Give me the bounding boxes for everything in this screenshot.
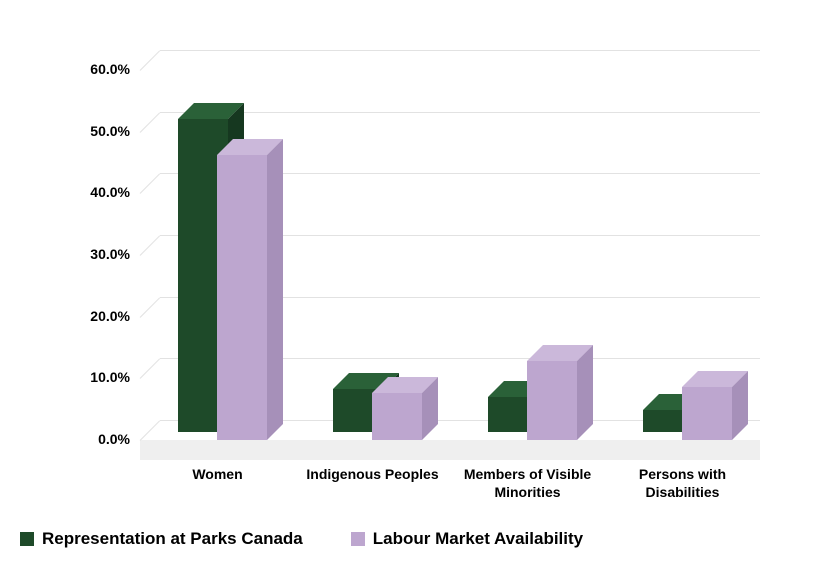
legend-label-series-2: Labour Market Availability — [373, 529, 583, 549]
bar — [527, 361, 577, 440]
gridline-diagonal — [140, 112, 161, 133]
bar-side — [267, 139, 283, 440]
gridline — [160, 50, 760, 51]
gridline-diagonal — [140, 297, 161, 318]
x-category-label: Women — [140, 466, 295, 484]
y-tick-label: 10.0% — [70, 369, 130, 385]
gridline-diagonal — [140, 235, 161, 256]
bar — [217, 155, 267, 440]
legend-label-series-1: Representation at Parks Canada — [42, 529, 303, 549]
y-tick-label: 0.0% — [70, 431, 130, 447]
chart-legend: Representation at Parks Canada Labour Ma… — [20, 529, 583, 549]
legend-item-series-1: Representation at Parks Canada — [20, 529, 303, 549]
bar — [682, 387, 732, 440]
legend-swatch-series-2 — [351, 532, 365, 546]
y-tick-label: 40.0% — [70, 184, 130, 200]
x-category-label: Indigenous Peoples — [295, 466, 450, 484]
gridline — [160, 112, 760, 113]
y-tick-label: 60.0% — [70, 61, 130, 77]
chart-container: 0.0% 10.0% 20.0% 30.0% 40.0% 50.0% 60.0% Women… — [0, 0, 824, 567]
x-category-label: Persons with Disabilities — [605, 466, 760, 501]
gridline-diagonal — [140, 358, 161, 379]
bar-side — [577, 345, 593, 440]
y-tick-label: 50.0% — [70, 123, 130, 139]
y-tick-label: 30.0% — [70, 246, 130, 262]
y-tick-label: 20.0% — [70, 308, 130, 324]
gridline-diagonal — [140, 173, 161, 194]
chart-floor — [140, 440, 760, 460]
legend-item-series-2: Labour Market Availability — [351, 529, 583, 549]
gridline-diagonal — [140, 420, 161, 441]
x-category-label: Members of Visible Minorities — [450, 466, 605, 501]
legend-swatch-series-1 — [20, 532, 34, 546]
bar — [372, 393, 422, 440]
gridline-diagonal — [140, 50, 161, 71]
